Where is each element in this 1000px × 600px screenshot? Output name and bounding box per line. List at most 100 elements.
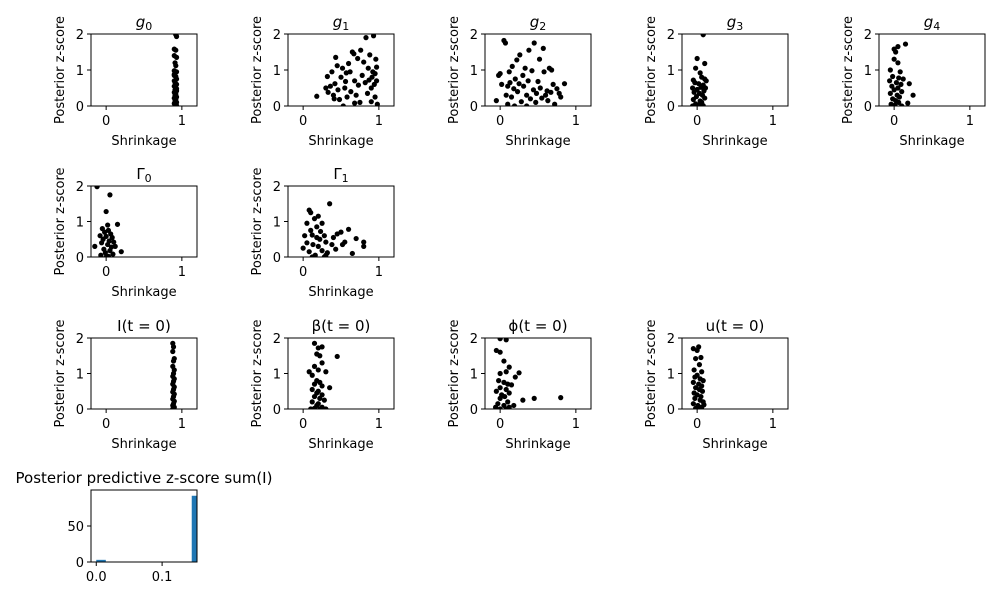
y-tick-label: 0 [76, 403, 84, 418]
scatter-point [324, 73, 330, 80]
x-axis-label: Shrinkage [505, 437, 570, 452]
scatter-point [501, 358, 507, 364]
x-tick-label: 1 [375, 114, 383, 129]
y-tick-label: 2 [470, 332, 478, 347]
y-tick-label: 1 [76, 64, 84, 79]
scatter-point [516, 370, 522, 376]
scatter-point [499, 81, 505, 87]
scatter-point [549, 67, 555, 73]
y-tick-label: 1 [470, 64, 478, 79]
scatter-point [309, 372, 315, 378]
axes-frame [90, 33, 198, 107]
scatter-point [373, 78, 380, 84]
scatter-point [518, 99, 524, 105]
scatter-point [311, 405, 318, 409]
scatter-point [332, 81, 338, 87]
scatter-point [505, 101, 511, 106]
scatter-point [323, 369, 329, 375]
y-tick-label: 2 [76, 180, 84, 195]
panel-title: g0 [136, 13, 153, 33]
scatter-point [700, 34, 706, 38]
y-tick-label: 2 [76, 28, 84, 43]
scatter-point [314, 224, 320, 230]
axes-frame [287, 185, 395, 258]
x-axis-label: Shrinkage [702, 437, 767, 452]
scatter-point [370, 34, 377, 39]
x-axis-label: Shrinkage [308, 134, 373, 149]
x-axis-label: Shrinkage [111, 285, 176, 300]
x-tick-label: 0 [102, 417, 110, 432]
scatter-point [520, 397, 526, 403]
scatter-point [367, 52, 373, 58]
scatter-point [893, 49, 899, 55]
scatter-point [309, 254, 315, 257]
scatter-point [902, 41, 909, 47]
y-axis-label: Posterior z-score [53, 319, 68, 427]
scatter-point [338, 74, 344, 80]
scatter-point [317, 406, 323, 409]
scatter-point [497, 406, 503, 409]
data-marks [314, 34, 380, 106]
panel-u0: u(t = 0) 0 1 0 1 2 Shrinkage Posterior z-score [644, 317, 789, 452]
scatter-point [497, 385, 503, 391]
y-axis-label: Posterior z-score [53, 167, 68, 275]
scatter-point [348, 89, 354, 95]
scatter-point [304, 240, 310, 246]
data-marks [171, 34, 180, 106]
scatter-point [896, 94, 903, 100]
scatter-point [694, 347, 700, 354]
axes-frame [681, 337, 789, 410]
scatter-point [94, 186, 100, 190]
scatter-point [695, 103, 701, 106]
scatter-point [361, 239, 367, 245]
y-axis-label: Posterior z-score [53, 16, 68, 124]
scatter-point [102, 229, 108, 235]
x-tick-label: 1 [966, 114, 974, 129]
y-tick-label: 0 [273, 100, 281, 115]
scatter-point [699, 388, 706, 394]
data-marks [300, 201, 367, 257]
scatter-point [323, 239, 329, 245]
x-tick-label: 1 [178, 114, 186, 129]
scatter-point [511, 86, 517, 92]
scatter-point [522, 65, 528, 71]
axes-frame [484, 33, 592, 107]
axes-frame [681, 33, 789, 107]
scatter-point [693, 405, 699, 409]
scatter-point [887, 90, 893, 96]
y-tick-label: 0 [76, 251, 84, 266]
scatter-point [170, 406, 176, 409]
x-tick-label: 0 [693, 417, 701, 432]
scatter-point [690, 103, 696, 106]
x-axis-label: Shrinkage [308, 285, 373, 300]
scatter-point [306, 249, 312, 255]
panel-title: Posterior predictive z-score sum(I) [16, 469, 273, 487]
scatter-point [173, 34, 180, 40]
scatter-point [335, 87, 341, 93]
scatter-point [118, 249, 124, 255]
scatter-point [493, 388, 499, 394]
scatter-point [514, 57, 520, 63]
panel-title: g2 [530, 13, 547, 33]
y-tick-label: 2 [273, 332, 281, 347]
scatter-point [173, 86, 180, 92]
scatter-point [690, 401, 696, 407]
scatter-point [700, 103, 706, 106]
scatter-point [92, 243, 98, 249]
x-axis-label: Shrinkage [308, 437, 373, 452]
scatter-point [338, 229, 344, 235]
scatter-point [373, 56, 379, 62]
scatter-point [315, 213, 321, 219]
scatter-point [333, 54, 339, 61]
y-tick-label: 1 [864, 64, 872, 79]
x-tick-label: 0 [102, 265, 110, 280]
scatter-point [331, 96, 337, 102]
scatter-point [368, 85, 374, 91]
panel-title: I(t = 0) [117, 317, 171, 335]
scatter-point [891, 87, 897, 93]
y-tick-label: 0 [273, 403, 281, 418]
scatter-point [372, 94, 378, 100]
scatter-point [512, 374, 518, 380]
panel-pp_sum: Posterior predictive z-score sum(I) 0.0 0.… [16, 469, 273, 585]
scatter-point [561, 81, 568, 87]
